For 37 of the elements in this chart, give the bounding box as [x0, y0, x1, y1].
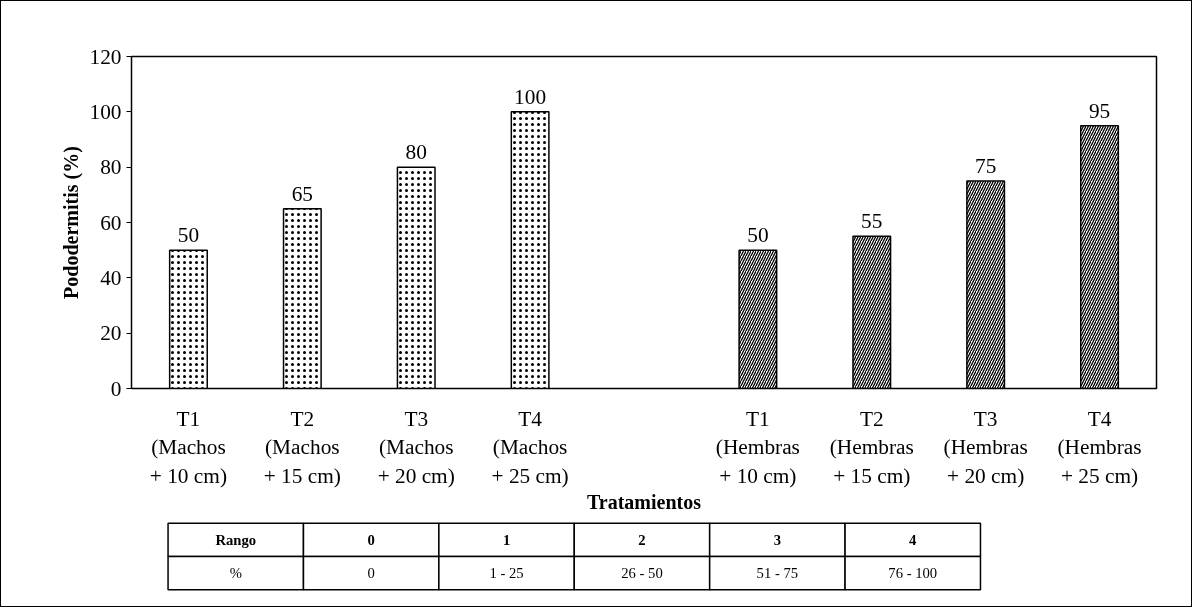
data-label: 100 [514, 84, 547, 109]
y-tick-label: 0 [110, 376, 122, 401]
x-tick-label: T2 (Hembras + 15 cm) [829, 406, 914, 489]
y-axis-title: Pododermitis (%) [59, 146, 83, 299]
text: 3 [773, 531, 782, 548]
data-label: 50 [747, 223, 769, 248]
y-tick-label: 120 [89, 44, 122, 69]
x-tick-label: T4 (Hembras + 25 cm) [1057, 406, 1142, 489]
x-tick-label: T1 (Machos + 10 cm) [149, 406, 228, 489]
data-label: 50 [177, 223, 200, 248]
text: % [229, 565, 242, 582]
y-tick-label: 80 [100, 155, 122, 180]
x-tick-label: T2 (Machos + 15 cm) [263, 406, 341, 489]
y-tick-label: 100 [89, 99, 122, 124]
text: Rango [215, 531, 257, 548]
text: 1 - 25 [489, 565, 524, 582]
text: 0 [367, 531, 375, 548]
y-tick-label: 40 [100, 265, 122, 290]
data-label: 75 [975, 154, 997, 178]
data-label: 55 [861, 209, 883, 234]
x-axis-title: Tratamientos [586, 491, 702, 514]
x-tick-label: T3 (Hembras + 20 cm) [943, 406, 1028, 489]
text: 26 - 50 [621, 565, 663, 582]
data-label: 80 [405, 140, 427, 165]
y-tick-label: 60 [100, 210, 122, 235]
text: 51 - 75 [756, 565, 799, 582]
y-tick-label: 20 [100, 321, 122, 346]
data-label: 65 [291, 181, 313, 206]
text: 4 [909, 531, 918, 548]
text: 0 [367, 565, 375, 582]
x-tick-label: T4 (Machos + 25 cm) [491, 406, 569, 489]
text: 2 [638, 531, 646, 548]
x-tick-label: T3 (Machos + 20 cm) [377, 406, 455, 489]
text: 76 - 100 [888, 565, 938, 582]
text: 1 [502, 531, 511, 548]
data-label: 95 [1088, 98, 1111, 123]
x-tick-label: T1 (Hembras + 10 cm) [715, 406, 800, 489]
